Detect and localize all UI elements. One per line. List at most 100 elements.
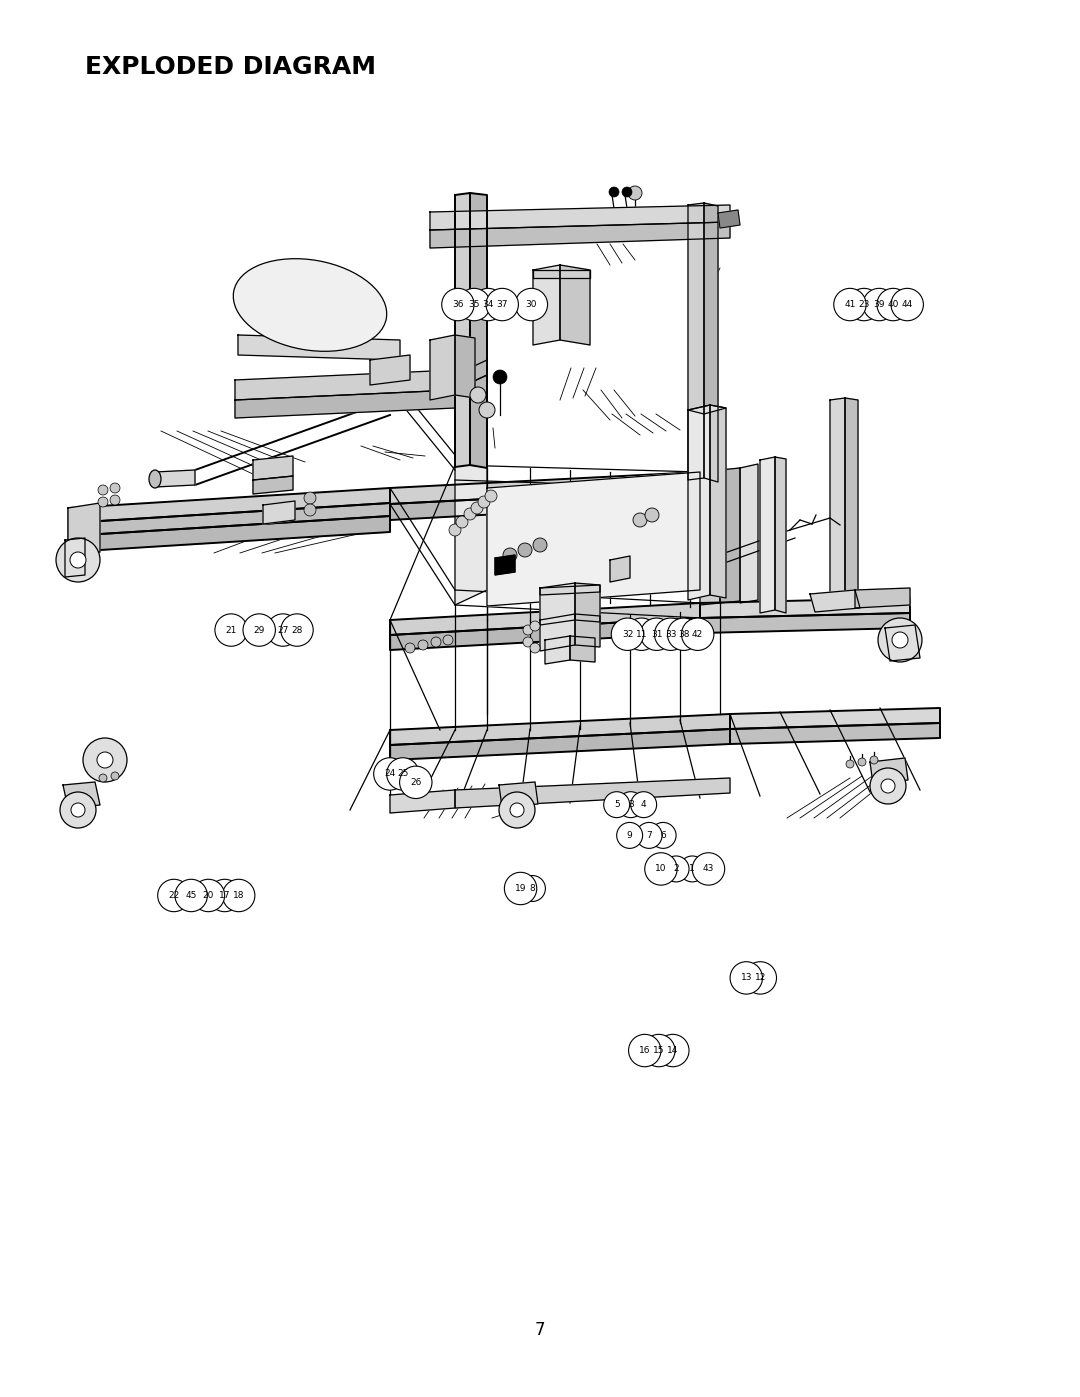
Circle shape xyxy=(480,402,495,418)
Polygon shape xyxy=(238,335,400,360)
Polygon shape xyxy=(718,210,740,228)
Polygon shape xyxy=(470,193,487,468)
Circle shape xyxy=(846,760,854,768)
Circle shape xyxy=(110,495,120,504)
Circle shape xyxy=(175,879,207,912)
Text: 19: 19 xyxy=(515,884,526,893)
Circle shape xyxy=(870,768,906,805)
Text: 35: 35 xyxy=(469,300,480,309)
Polygon shape xyxy=(235,390,455,418)
Text: 7: 7 xyxy=(535,1322,545,1338)
Polygon shape xyxy=(845,398,858,599)
Polygon shape xyxy=(831,398,845,599)
Circle shape xyxy=(60,792,96,828)
Circle shape xyxy=(456,515,468,528)
Circle shape xyxy=(633,513,647,527)
Circle shape xyxy=(518,543,532,557)
Circle shape xyxy=(631,792,657,817)
Circle shape xyxy=(609,187,619,197)
Polygon shape xyxy=(430,335,455,400)
Circle shape xyxy=(281,613,313,647)
Text: 7: 7 xyxy=(646,831,652,840)
Polygon shape xyxy=(540,585,600,595)
Polygon shape xyxy=(390,617,700,650)
Circle shape xyxy=(443,636,453,645)
Circle shape xyxy=(870,756,878,764)
Circle shape xyxy=(449,524,461,536)
Text: 22: 22 xyxy=(168,891,179,900)
Text: 39: 39 xyxy=(874,300,885,309)
Text: 4: 4 xyxy=(640,800,647,809)
Text: 27: 27 xyxy=(278,626,288,634)
Text: 34: 34 xyxy=(483,300,494,309)
Polygon shape xyxy=(487,472,700,606)
Text: 29: 29 xyxy=(254,626,265,634)
Circle shape xyxy=(99,774,107,782)
Polygon shape xyxy=(455,360,487,390)
Polygon shape xyxy=(688,203,704,481)
Circle shape xyxy=(303,492,316,504)
Text: 8: 8 xyxy=(529,884,536,893)
Polygon shape xyxy=(390,729,730,760)
Polygon shape xyxy=(156,469,195,488)
Polygon shape xyxy=(540,615,575,651)
Circle shape xyxy=(222,879,255,912)
Circle shape xyxy=(515,288,548,321)
Text: 5: 5 xyxy=(613,800,620,809)
Text: 9: 9 xyxy=(626,831,633,840)
Circle shape xyxy=(110,483,120,493)
Text: 26: 26 xyxy=(410,778,421,787)
Circle shape xyxy=(877,288,909,321)
Circle shape xyxy=(848,288,880,321)
Circle shape xyxy=(604,792,630,817)
Polygon shape xyxy=(65,538,85,577)
Circle shape xyxy=(208,879,241,912)
Polygon shape xyxy=(575,583,600,622)
Circle shape xyxy=(878,617,922,662)
Polygon shape xyxy=(68,515,390,552)
Circle shape xyxy=(622,187,632,197)
Circle shape xyxy=(627,186,642,200)
Text: 32: 32 xyxy=(622,630,633,638)
Circle shape xyxy=(611,617,644,651)
Text: 2: 2 xyxy=(673,865,679,873)
Circle shape xyxy=(650,823,676,848)
Polygon shape xyxy=(264,502,295,524)
Polygon shape xyxy=(720,468,740,604)
Circle shape xyxy=(629,1034,661,1067)
Circle shape xyxy=(503,548,517,562)
Polygon shape xyxy=(235,370,455,400)
Circle shape xyxy=(158,879,190,912)
Circle shape xyxy=(215,613,247,647)
Text: 38: 38 xyxy=(678,630,689,638)
Text: 16: 16 xyxy=(639,1046,650,1055)
Polygon shape xyxy=(455,335,475,398)
Polygon shape xyxy=(390,789,455,813)
Polygon shape xyxy=(68,503,100,557)
Text: 20: 20 xyxy=(203,891,214,900)
Circle shape xyxy=(636,823,662,848)
Circle shape xyxy=(374,757,406,791)
Polygon shape xyxy=(499,782,538,807)
Circle shape xyxy=(534,538,546,552)
Polygon shape xyxy=(760,457,775,613)
Circle shape xyxy=(458,288,490,321)
Polygon shape xyxy=(700,469,720,605)
Circle shape xyxy=(667,617,700,651)
Circle shape xyxy=(645,852,677,886)
Circle shape xyxy=(618,792,644,817)
Polygon shape xyxy=(455,374,487,605)
Polygon shape xyxy=(740,464,758,604)
Text: 17: 17 xyxy=(219,891,230,900)
Text: 30: 30 xyxy=(526,300,537,309)
Circle shape xyxy=(71,803,85,817)
Circle shape xyxy=(657,1034,689,1067)
Polygon shape xyxy=(253,476,293,495)
Polygon shape xyxy=(390,472,700,504)
Polygon shape xyxy=(688,405,710,599)
Text: 42: 42 xyxy=(692,630,703,638)
Text: 37: 37 xyxy=(497,300,508,309)
Polygon shape xyxy=(885,624,920,661)
Polygon shape xyxy=(855,588,910,608)
Polygon shape xyxy=(534,270,590,278)
